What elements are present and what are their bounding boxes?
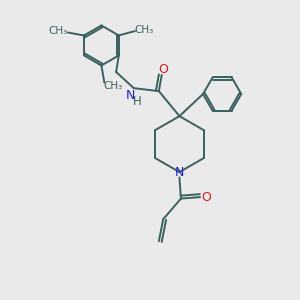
- Text: N: N: [126, 89, 136, 102]
- Text: CH₃: CH₃: [103, 80, 123, 91]
- Text: N: N: [175, 166, 184, 178]
- Text: O: O: [158, 63, 168, 76]
- Text: CH₃: CH₃: [134, 25, 153, 34]
- Text: H: H: [132, 95, 141, 108]
- Text: O: O: [201, 190, 211, 204]
- Text: CH₃: CH₃: [49, 26, 68, 36]
